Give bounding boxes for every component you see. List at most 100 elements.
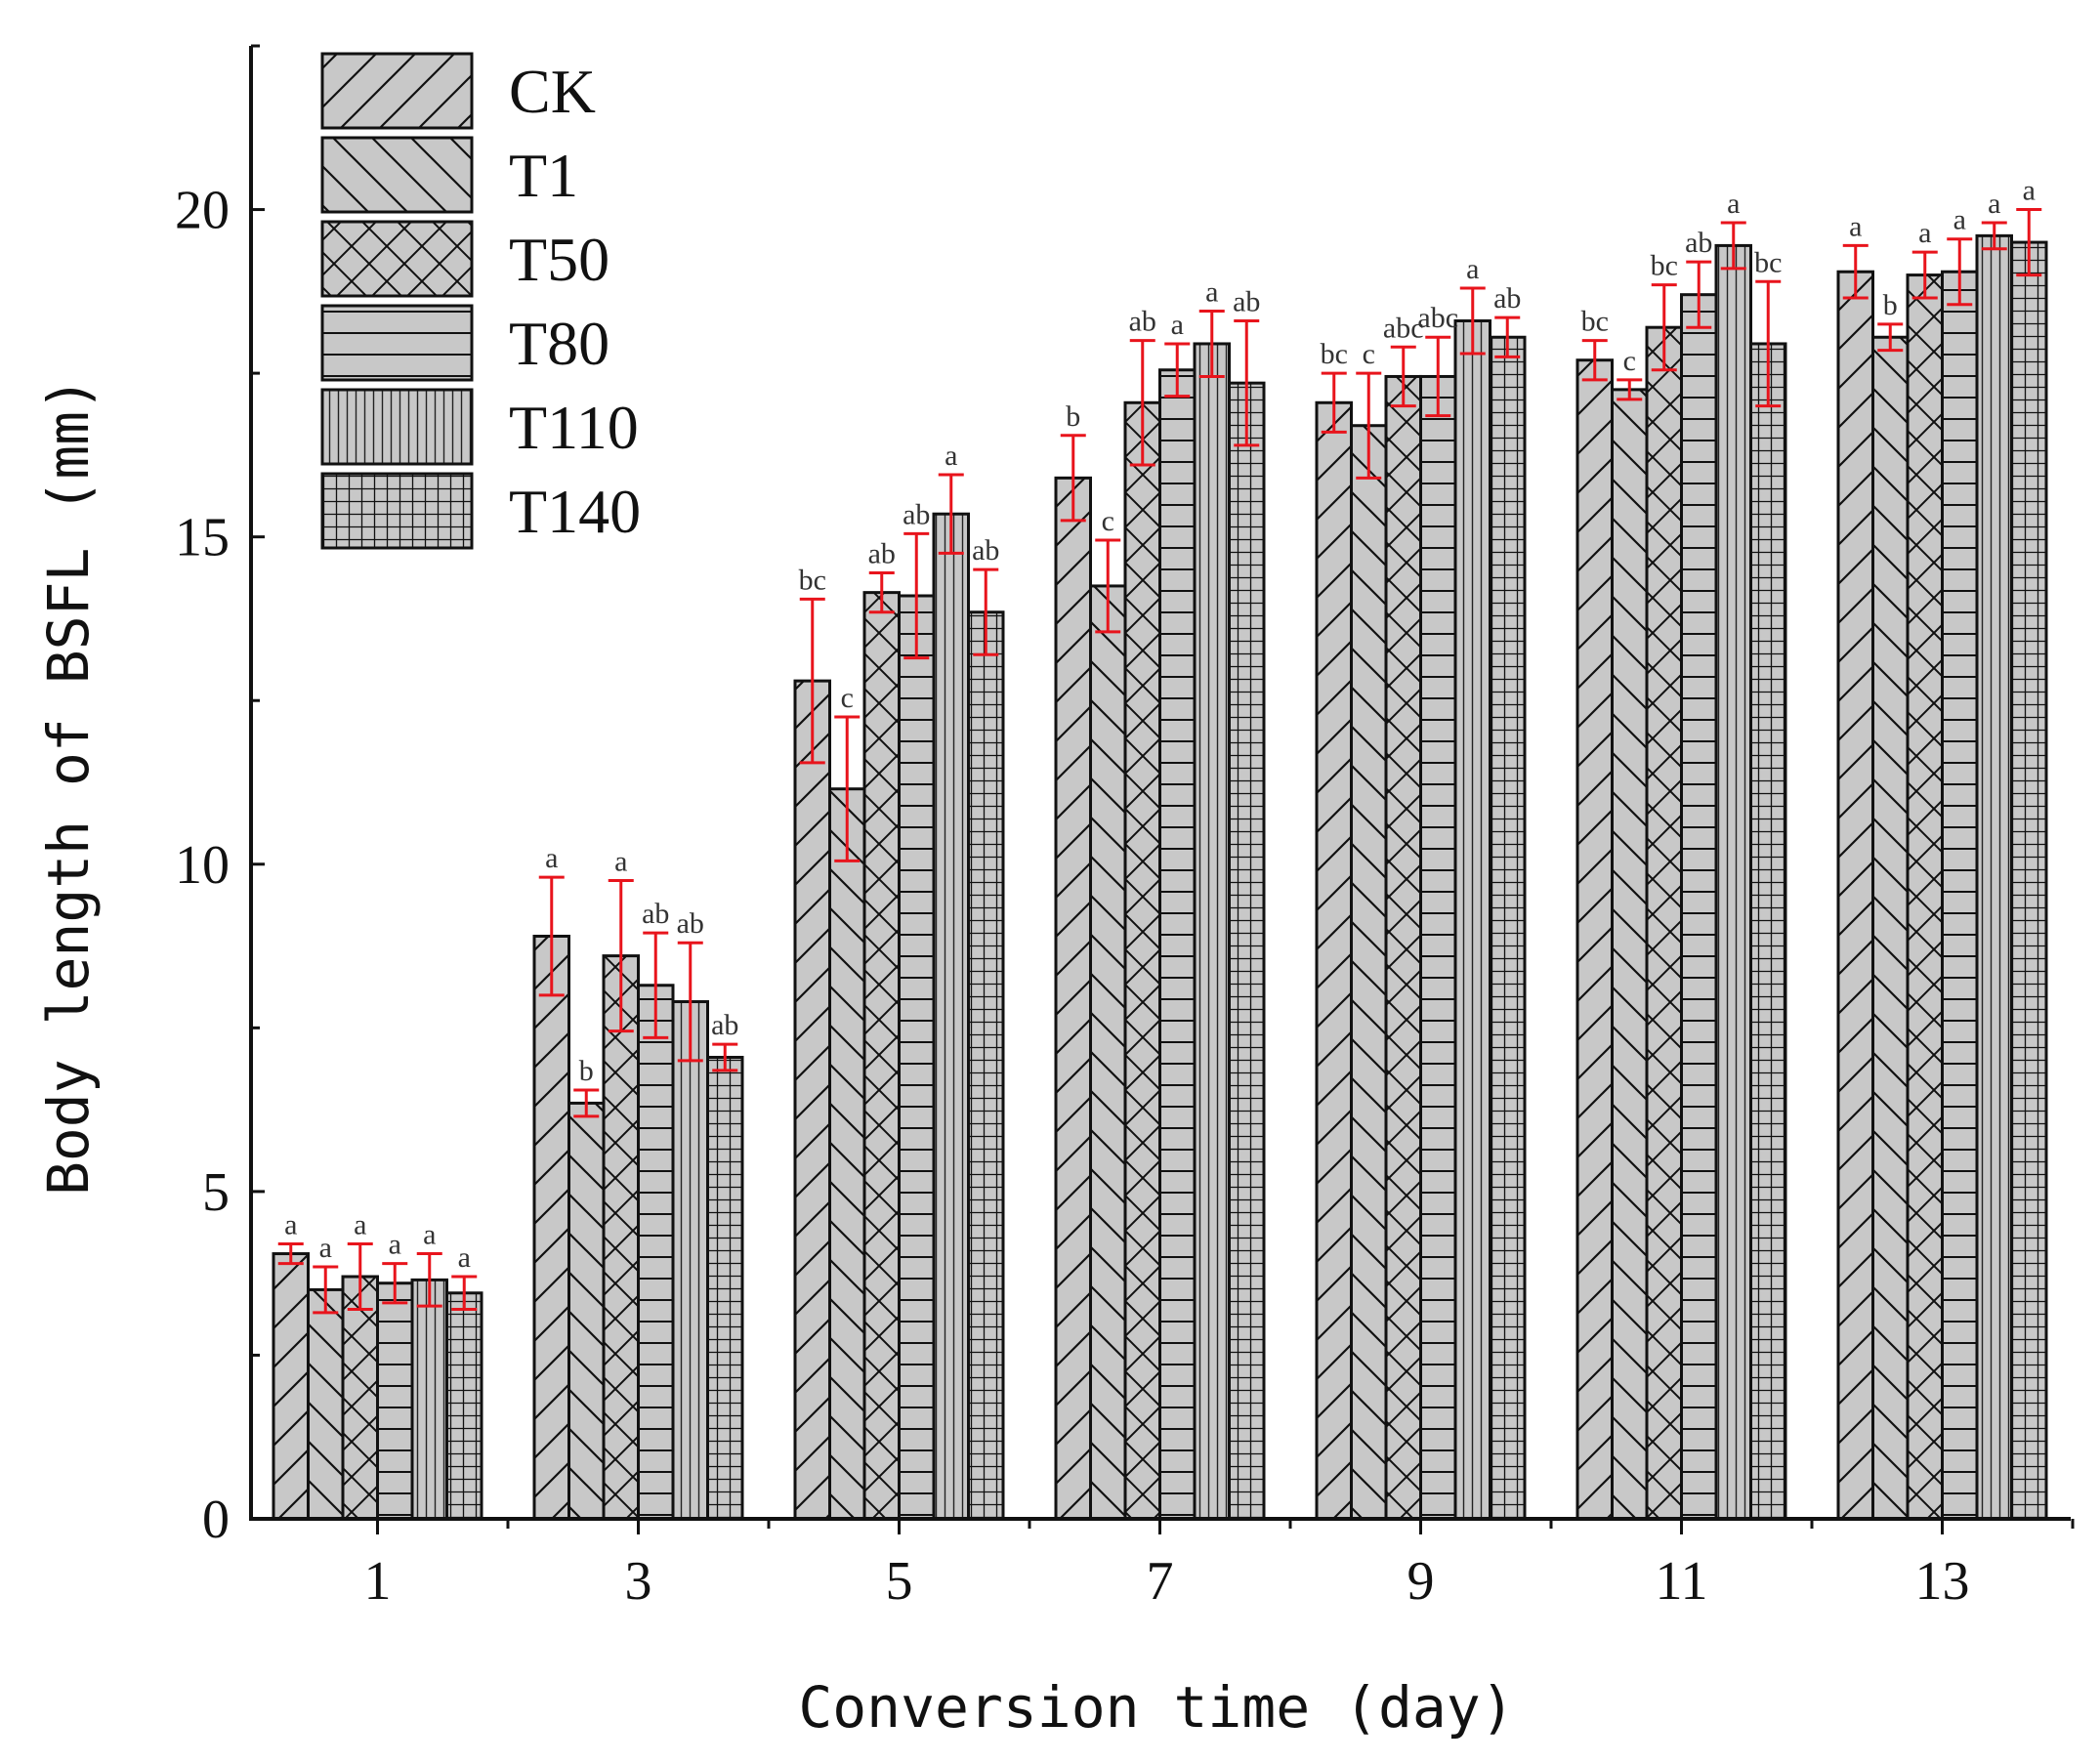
significance-label: ab: [677, 907, 704, 940]
bar-t80-day-5: [898, 594, 936, 1521]
error-bar-t1-day-1: [313, 1265, 339, 1315]
x-tick-label: 7: [1147, 1551, 1174, 1612]
error-bar-ck-day-11: [1581, 339, 1608, 382]
bar-ck-day-13: [1836, 270, 1874, 1521]
legend-swatch-ck: [320, 52, 474, 130]
y-ticks: 0 5 10 15 20: [175, 44, 265, 1550]
significance-label: b: [579, 1055, 594, 1087]
bar-t110-day-11: [1714, 243, 1752, 1521]
bar-t1-day-1: [307, 1287, 345, 1521]
significance-label: a: [614, 846, 627, 878]
bar-t110-day-5: [932, 512, 970, 1521]
bar-t80-day-9: [1419, 374, 1457, 1521]
error-bar-t50-day-9: [1390, 345, 1416, 408]
error-bar-t1-day-9: [1356, 371, 1382, 480]
significance-label: a: [545, 842, 558, 874]
error-bar-ck-day-3: [538, 875, 565, 997]
error-bar-t80-day-7: [1164, 342, 1191, 399]
bar-ck-day-11: [1575, 358, 1614, 1521]
significance-label: ab: [903, 498, 930, 530]
error-bar-t110-day-5: [938, 473, 964, 555]
bar-t110-day-3: [671, 1000, 709, 1521]
error-bar-t110-day-11: [1720, 221, 1746, 271]
y-tick-label: 15: [175, 508, 230, 568]
significance-label: a: [458, 1241, 471, 1274]
bar-t50-day-1: [341, 1275, 379, 1521]
error-bar-t110-day-3: [677, 941, 703, 1063]
error-bar-t50-day-1: [347, 1242, 373, 1312]
significance-label: a: [945, 440, 957, 472]
y-tick-label: 0: [202, 1490, 230, 1550]
error-bar-t140-day-7: [1234, 318, 1260, 447]
bar-t80-day-11: [1680, 293, 1718, 1521]
legend-swatch-t110: [320, 388, 474, 466]
bar-t80-day-13: [1941, 270, 1979, 1521]
significance-label: b: [1883, 289, 1898, 321]
x-tick-label: 13: [1915, 1551, 1970, 1612]
significance-label: c: [1363, 338, 1375, 370]
legend-swatch-t140: [320, 472, 474, 550]
error-bar-ck-day-9: [1321, 371, 1347, 434]
error-bar-t140-day-5: [973, 567, 999, 656]
error-bar-t110-day-9: [1459, 286, 1486, 356]
bar-t140-day-1: [445, 1291, 483, 1521]
error-bar-t1-day-11: [1617, 378, 1643, 401]
significance-label: abc: [1383, 312, 1424, 344]
bar-t140-day-13: [2010, 240, 2048, 1521]
error-bar-ck-day-13: [1842, 243, 1869, 300]
significance-label: a: [1205, 275, 1218, 308]
error-bar-t50-day-3: [608, 879, 634, 1033]
y-tick-label: 20: [175, 181, 230, 241]
significance-label: bc: [1321, 338, 1348, 370]
significance-label: c: [1623, 345, 1636, 377]
significance-label: a: [2023, 175, 2036, 207]
error-bar-t80-day-9: [1425, 335, 1451, 418]
error-bar-t110-day-1: [416, 1252, 442, 1308]
error-bar-t50-day-11: [1651, 283, 1677, 372]
bar-t80-day-7: [1158, 368, 1197, 1521]
error-bar-t80-day-13: [1947, 237, 1973, 307]
bar-t140-day-5: [967, 610, 1005, 1521]
significance-label: b: [1066, 400, 1080, 433]
significance-label: abc: [1417, 302, 1458, 334]
x-tick-label: 9: [1407, 1551, 1435, 1612]
significance-label: bc: [1754, 246, 1782, 278]
bar-ck-day-5: [793, 679, 831, 1521]
significance-label: c: [1102, 505, 1114, 537]
legend-swatch-t80: [320, 304, 474, 382]
error-bar-t1-day-5: [834, 715, 861, 862]
error-bar-ck-day-5: [799, 597, 825, 765]
error-bar-ck-day-7: [1060, 434, 1086, 523]
error-bar-t140-day-9: [1494, 315, 1521, 358]
bar-t1-day-3: [567, 1101, 606, 1521]
significance-label: a: [1466, 253, 1479, 285]
bar-t1-day-9: [1350, 424, 1388, 1521]
significance-label: a: [1988, 188, 2000, 220]
legend-label-ck: CK: [509, 57, 596, 126]
legend-label-t50: T50: [509, 225, 609, 294]
x-tick-label: 3: [625, 1551, 652, 1612]
error-bar-t110-day-13: [1981, 221, 2007, 251]
significance-label: bc: [1581, 306, 1609, 338]
error-bar-t50-day-13: [1911, 250, 1938, 300]
significance-label: ab: [711, 1009, 738, 1041]
x-tick-label: 11: [1656, 1551, 1708, 1612]
y-tick-label: 10: [175, 835, 230, 896]
significance-label: a: [1953, 204, 1966, 236]
bar-t1-day-11: [1611, 388, 1649, 1521]
significance-label: c: [841, 682, 854, 714]
bar-ck-day-1: [272, 1252, 310, 1521]
error-bar-t140-day-1: [451, 1275, 478, 1312]
significance-label: a: [1849, 210, 1862, 242]
bar-ck-day-9: [1315, 400, 1353, 1521]
significance-label: a: [389, 1229, 401, 1261]
bar-t50-day-3: [602, 954, 640, 1521]
bar-t110-day-7: [1193, 342, 1231, 1521]
bar-t50-day-9: [1384, 374, 1422, 1521]
error-bar-t140-day-13: [2016, 208, 2042, 277]
bar-ck-day-7: [1054, 476, 1092, 1521]
significance-label: bc: [1651, 250, 1678, 282]
significance-label: ab: [972, 534, 999, 567]
